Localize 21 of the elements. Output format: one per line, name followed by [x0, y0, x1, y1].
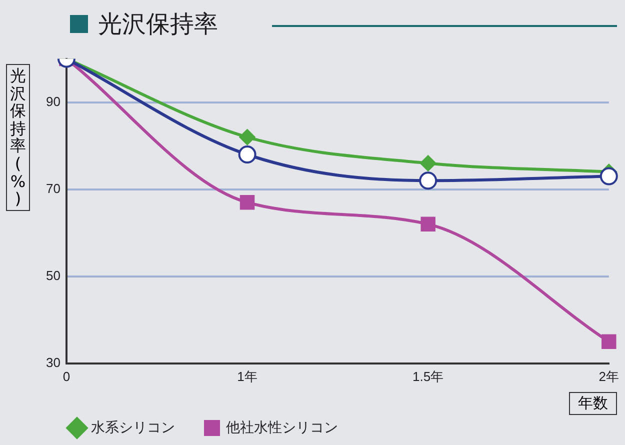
- y-tick-label: 50: [46, 268, 60, 283]
- legend-label: 水系シリコン: [91, 418, 175, 435]
- y-tick-label: 70: [46, 180, 60, 196]
- point: [420, 216, 436, 232]
- y-tick-label: 90: [46, 94, 60, 109]
- point: [602, 334, 616, 350]
- y-axis-title: 光沢保持率(%): [6, 64, 30, 211]
- x-tick-label: 1.5年: [412, 368, 444, 384]
- point: [240, 195, 255, 210]
- x-tick-label: 1年: [237, 368, 258, 384]
- point: [600, 167, 618, 186]
- x-tick-label: 0: [62, 368, 70, 384]
- point: [420, 155, 436, 172]
- x-tick-label: 2年: [598, 368, 619, 384]
- point: [239, 129, 256, 146]
- point: [238, 146, 256, 164]
- chart-title: 光沢保持率: [98, 9, 218, 40]
- legend-label: 他社水性シリコン: [226, 418, 338, 435]
- point: [419, 172, 438, 190]
- x-axis-title: 年数: [569, 392, 617, 415]
- y-tick-label: 30: [46, 354, 60, 370]
